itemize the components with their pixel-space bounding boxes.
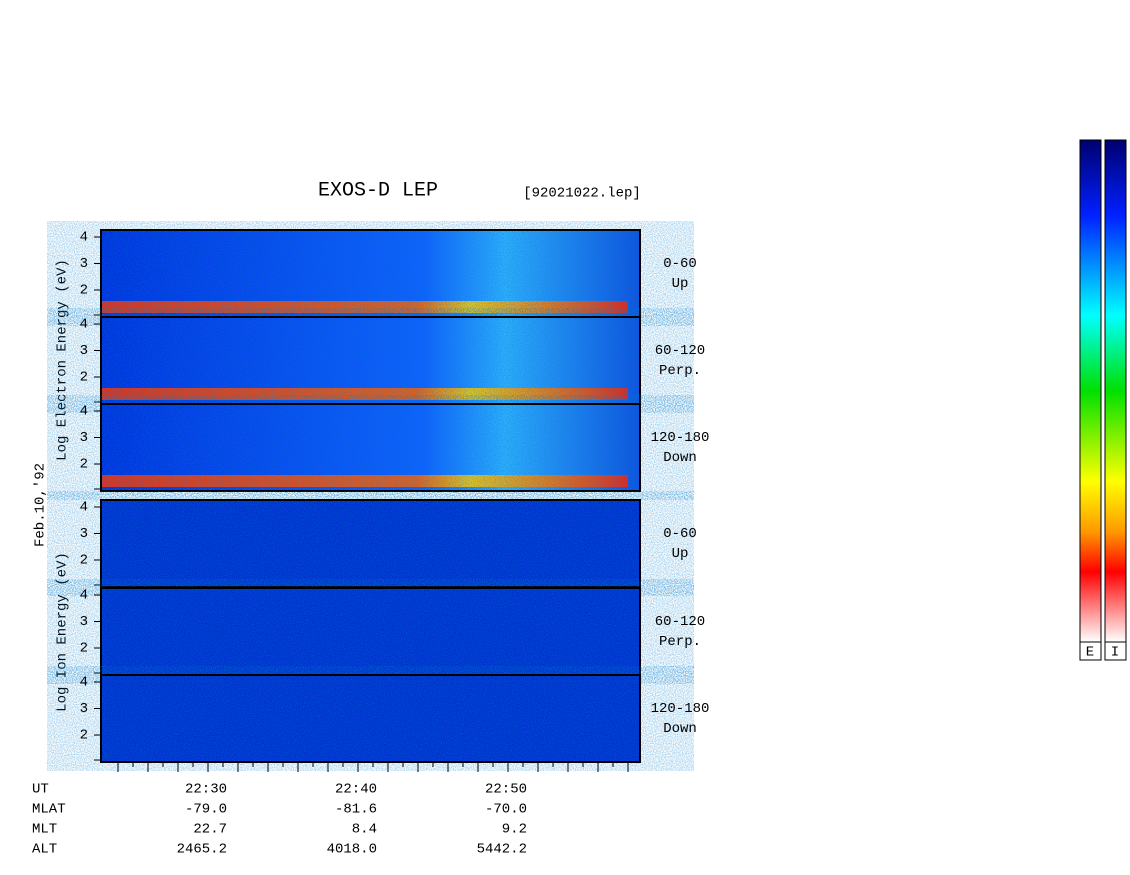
- spectrogram-noise: [101, 230, 640, 317]
- row-label: MLT: [32, 822, 57, 838]
- row-value: 4018.0: [327, 842, 377, 858]
- energy-tick-label: 3: [80, 343, 88, 359]
- direction-label: Perp.: [659, 363, 701, 379]
- angle-label: 60-120: [655, 343, 705, 359]
- row-value: -81.6: [335, 802, 377, 818]
- row-label: UT: [32, 782, 49, 798]
- spectrogram-noise: [101, 675, 640, 762]
- row-value: -79.0: [185, 802, 227, 818]
- direction-label: Up: [672, 276, 689, 292]
- direction-label: Down: [663, 721, 697, 737]
- panel-frame: [100, 403, 641, 492]
- spectrogram-noise: [101, 588, 640, 675]
- spectrogram-noise: [101, 404, 640, 491]
- colorbar-box: [1079, 641, 1102, 661]
- energy-tick-label: 2: [80, 728, 88, 744]
- angle-label: 120-180: [651, 701, 710, 717]
- row-value: 22:30: [185, 782, 227, 798]
- row-value: 22.7: [193, 822, 227, 838]
- angle-label: 0-60: [663, 526, 697, 542]
- row-value: 2465.2: [177, 842, 227, 858]
- energy-tick-label: 3: [80, 256, 88, 272]
- direction-label: Down: [663, 450, 697, 466]
- energy-tick-label: 4: [80, 675, 88, 691]
- colorbar-i: [1104, 139, 1127, 643]
- spectrogram-noise: [101, 317, 640, 404]
- title: EXOS-D LEP: [318, 179, 438, 202]
- energy-tick-label: 2: [80, 641, 88, 657]
- energy-tick-label: 2: [80, 370, 88, 386]
- date-label: Feb.10,'92: [33, 463, 49, 547]
- row-value: 9.2: [502, 822, 527, 838]
- electron-axis-label: Log Electron Energy (eV): [55, 259, 71, 461]
- row-value: 8.4: [352, 822, 377, 838]
- energy-tick-label: 4: [80, 404, 88, 420]
- energy-tick-label: 3: [80, 614, 88, 630]
- direction-label: Perp.: [659, 634, 701, 650]
- file-name: [92021022.lep]: [523, 186, 641, 202]
- row-value: 5442.2: [477, 842, 527, 858]
- colorbar-label: I: [1111, 645, 1119, 661]
- energy-tick-label: 2: [80, 553, 88, 569]
- colorbar-label: E: [1086, 645, 1094, 661]
- row-value: -70.0: [485, 802, 527, 818]
- energy-tick-label: 3: [80, 430, 88, 446]
- angle-label: 60-120: [655, 614, 705, 630]
- energy-tick-label: 4: [80, 317, 88, 333]
- energy-tick-label: 4: [80, 500, 88, 516]
- angle-label: 0-60: [663, 256, 697, 272]
- row-value: 22:40: [335, 782, 377, 798]
- angle-label: 120-180: [651, 430, 710, 446]
- spectrogram-noise: [101, 500, 640, 587]
- energy-tick-label: 3: [80, 526, 88, 542]
- row-value: 22:50: [485, 782, 527, 798]
- energy-tick-label: 2: [80, 283, 88, 299]
- row-label: MLAT: [32, 802, 66, 818]
- colorbar-e: [1079, 139, 1102, 643]
- direction-label: Up: [672, 546, 689, 562]
- energy-tick-label: 4: [80, 588, 88, 604]
- energy-tick-label: 3: [80, 701, 88, 717]
- energy-tick-label: 2: [80, 457, 88, 473]
- ion-axis-label: Log Ion Energy (eV): [55, 552, 71, 712]
- row-label: ALT: [32, 842, 57, 858]
- colorbar-box: [1104, 641, 1127, 661]
- energy-tick-label: 4: [80, 230, 88, 246]
